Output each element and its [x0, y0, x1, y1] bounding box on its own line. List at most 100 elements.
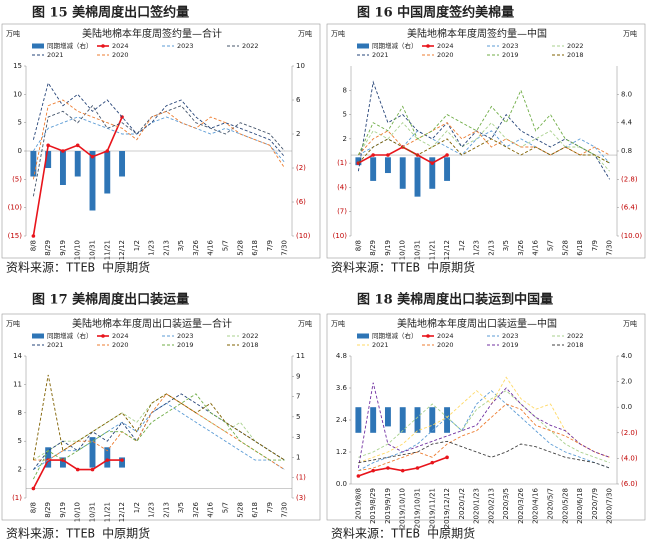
y2-tick-label: 1: [296, 453, 300, 461]
y-tick-label: 0: [18, 147, 22, 155]
x-tick-label: 2019/12/12: [443, 488, 451, 528]
x-tick-label: 3/5: [177, 240, 185, 251]
y-tick-label: 5: [343, 111, 347, 119]
legend-label: 2020: [437, 341, 454, 349]
y-tick-label: 8: [18, 409, 22, 417]
series-marker: [31, 486, 36, 491]
x-tick-label: 5/28: [236, 240, 244, 256]
y-tick-label: 2: [343, 135, 347, 143]
bar: [89, 151, 96, 211]
x-tick-label: 1/23: [473, 240, 481, 256]
legend-swatch: [32, 43, 44, 49]
chart-title: 美陆地棉本年度周签约量—中国: [407, 27, 547, 40]
x-tick-label: 2020/7/9: [591, 488, 599, 519]
y2-tick-label: 0.8: [621, 147, 632, 155]
series-marker: [371, 153, 375, 157]
x-tick-label: 4/16: [532, 239, 540, 255]
x-tick-label: 12/12: [443, 240, 451, 260]
x-tick-label: 4/16: [207, 501, 215, 517]
legend-label: 2024: [437, 332, 454, 340]
y-tick-label: (1): [337, 159, 347, 167]
series-line: [357, 382, 610, 469]
x-tick-label: 11/21: [103, 502, 111, 522]
legend-marker: [426, 44, 430, 48]
legend-label: 2023: [502, 42, 519, 50]
x-tick-label: 2020/6/18: [576, 488, 584, 524]
chart-frame: [1, 23, 321, 259]
bar: [89, 437, 96, 468]
series-line: [32, 99, 285, 180]
x-tick-label: 6/18: [576, 240, 584, 256]
x-tick-label: 2019/8/29: [369, 488, 377, 524]
y-tick-label: (4): [337, 183, 347, 191]
legend-label: 2024: [437, 42, 454, 50]
y2-tick-label: 0.0: [621, 403, 632, 411]
y2-tick-label: (4.0): [621, 454, 638, 462]
x-tick-label: 7/30: [281, 502, 289, 518]
x-tick-label: 5/28: [236, 502, 244, 518]
x-tick-label: 9/19: [384, 240, 392, 256]
x-tick-label: 2/13: [162, 502, 170, 518]
y2-tick-label: 4.0: [621, 352, 632, 360]
x-tick-label: 1/23: [148, 502, 156, 518]
y-tick-label: (10): [333, 232, 348, 240]
x-tick-label: 3/26: [192, 239, 200, 255]
series-line: [32, 104, 285, 197]
x-tick-label: 2020/1/23: [473, 488, 481, 524]
bar: [370, 407, 377, 433]
x-tick-label: 10/10: [74, 240, 82, 260]
y-tick-label: 8: [343, 86, 347, 94]
x-tick-label: 7/30: [606, 240, 614, 256]
y-unit: 万吨: [6, 319, 20, 328]
x-tick-label: 2020/2/13: [487, 488, 495, 524]
figure-caption: 图 17 美棉周度出口装运量: [32, 292, 189, 308]
source-note: 资料来源：TTEB 中原期货: [6, 260, 150, 275]
series-marker: [445, 455, 449, 460]
y2-tick-label: 4.4: [621, 119, 633, 127]
series-line: [358, 130, 610, 164]
y2-unit: 万吨: [623, 29, 637, 38]
bar: [399, 157, 406, 189]
legend-label: 同期增减（右）: [47, 331, 93, 340]
bar: [30, 151, 37, 177]
bar: [370, 157, 377, 181]
bar: [104, 447, 111, 468]
series-marker: [46, 143, 50, 148]
legend-marker: [101, 44, 105, 48]
legend-label: 2021: [47, 51, 64, 59]
series-line: [358, 403, 610, 472]
y2-tick-label: (6.4): [621, 204, 638, 212]
legend-label: 2018: [567, 341, 584, 349]
y2-unit: 万吨: [298, 319, 312, 328]
series-marker: [430, 460, 435, 465]
series-marker: [371, 468, 375, 473]
y2-tick-label: 9: [296, 372, 300, 380]
series-line: [358, 122, 610, 172]
bar: [429, 407, 436, 433]
x-tick-label: 5/7: [222, 240, 230, 251]
y-unit: 万吨: [331, 29, 345, 38]
legend-label: 2018: [242, 341, 259, 349]
y-unit: 万吨: [6, 29, 20, 38]
legend-label: 2018: [567, 51, 584, 59]
y2-tick-label: 10: [296, 62, 305, 70]
series-line: [33, 393, 285, 470]
x-tick-label: 1/23: [148, 240, 156, 256]
legend-label: 2022: [242, 332, 259, 340]
series-line: [358, 376, 610, 464]
y2-tick-label: (6.0): [621, 480, 638, 488]
bar: [45, 151, 52, 168]
x-tick-label: 2/13: [162, 240, 170, 256]
x-tick-label: 12/12: [118, 502, 126, 522]
legend-label: 2022: [567, 42, 584, 50]
y2-tick-label: (3): [296, 494, 306, 502]
legend-label: 2019: [177, 341, 194, 349]
legend-swatch: [357, 43, 369, 49]
y-tick-label: (5): [12, 175, 22, 183]
x-tick-label: 8/8: [29, 502, 37, 513]
bar: [119, 151, 126, 177]
x-tick-label: 2020/3/5: [502, 488, 510, 519]
series-line: [33, 116, 285, 163]
bar: [384, 157, 391, 174]
